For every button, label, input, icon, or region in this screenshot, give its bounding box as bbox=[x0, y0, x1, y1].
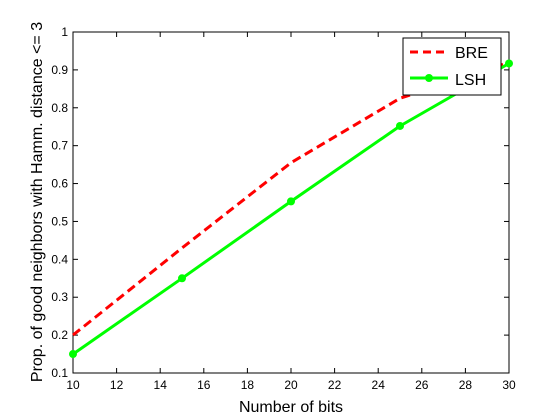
x-tick-label: 24 bbox=[372, 378, 386, 392]
x-axis-label: Number of bits bbox=[239, 399, 343, 416]
y-tick-label: 0.4 bbox=[51, 252, 68, 266]
data-point-lsh bbox=[178, 274, 186, 283]
y-tick-label: 0.6 bbox=[51, 177, 68, 191]
data-point-lsh bbox=[396, 121, 404, 130]
y-tick-label: 0.1 bbox=[51, 366, 68, 380]
x-tick-label: 10 bbox=[66, 378, 80, 392]
data-point-lsh bbox=[287, 197, 295, 206]
x-tick-label: 14 bbox=[154, 378, 168, 392]
x-axis: 10 12 14 16 18 20 22 24 26 28 30 bbox=[66, 32, 516, 392]
legend: BRE LSH bbox=[402, 37, 502, 96]
y-tick-label: 0.3 bbox=[51, 290, 68, 304]
x-tick-label: 20 bbox=[284, 378, 298, 392]
y-tick-label: 0.7 bbox=[51, 139, 68, 153]
legend-marker-lsh bbox=[425, 74, 433, 82]
x-tick-label: 18 bbox=[241, 378, 255, 392]
data-point-lsh bbox=[69, 350, 77, 359]
x-tick-label: 22 bbox=[328, 378, 342, 392]
y-axis: 0.1 0.2 0.3 0.4 0.5 0.6 0.7 0.8 0.9 1 bbox=[51, 25, 509, 380]
legend-label-lsh: LSH bbox=[455, 72, 486, 89]
y-tick-label: 0.9 bbox=[51, 63, 68, 77]
y-axis-label: Prop. of good neighbors with Hamm. dista… bbox=[29, 22, 46, 382]
x-tick-label: 16 bbox=[197, 378, 211, 392]
y-tick-label: 0.2 bbox=[51, 328, 68, 342]
y-tick-label: 0.5 bbox=[51, 214, 68, 228]
x-tick-label: 30 bbox=[502, 378, 516, 392]
legend-box bbox=[402, 37, 502, 96]
x-tick-label: 26 bbox=[415, 378, 429, 392]
legend-label-bre: BRE bbox=[455, 45, 488, 62]
data-point-lsh bbox=[505, 59, 513, 68]
y-tick-label: 0.8 bbox=[51, 101, 68, 115]
x-tick-label: 12 bbox=[110, 378, 124, 392]
x-tick-label: 28 bbox=[459, 378, 473, 392]
y-tick-label: 1 bbox=[61, 25, 68, 39]
